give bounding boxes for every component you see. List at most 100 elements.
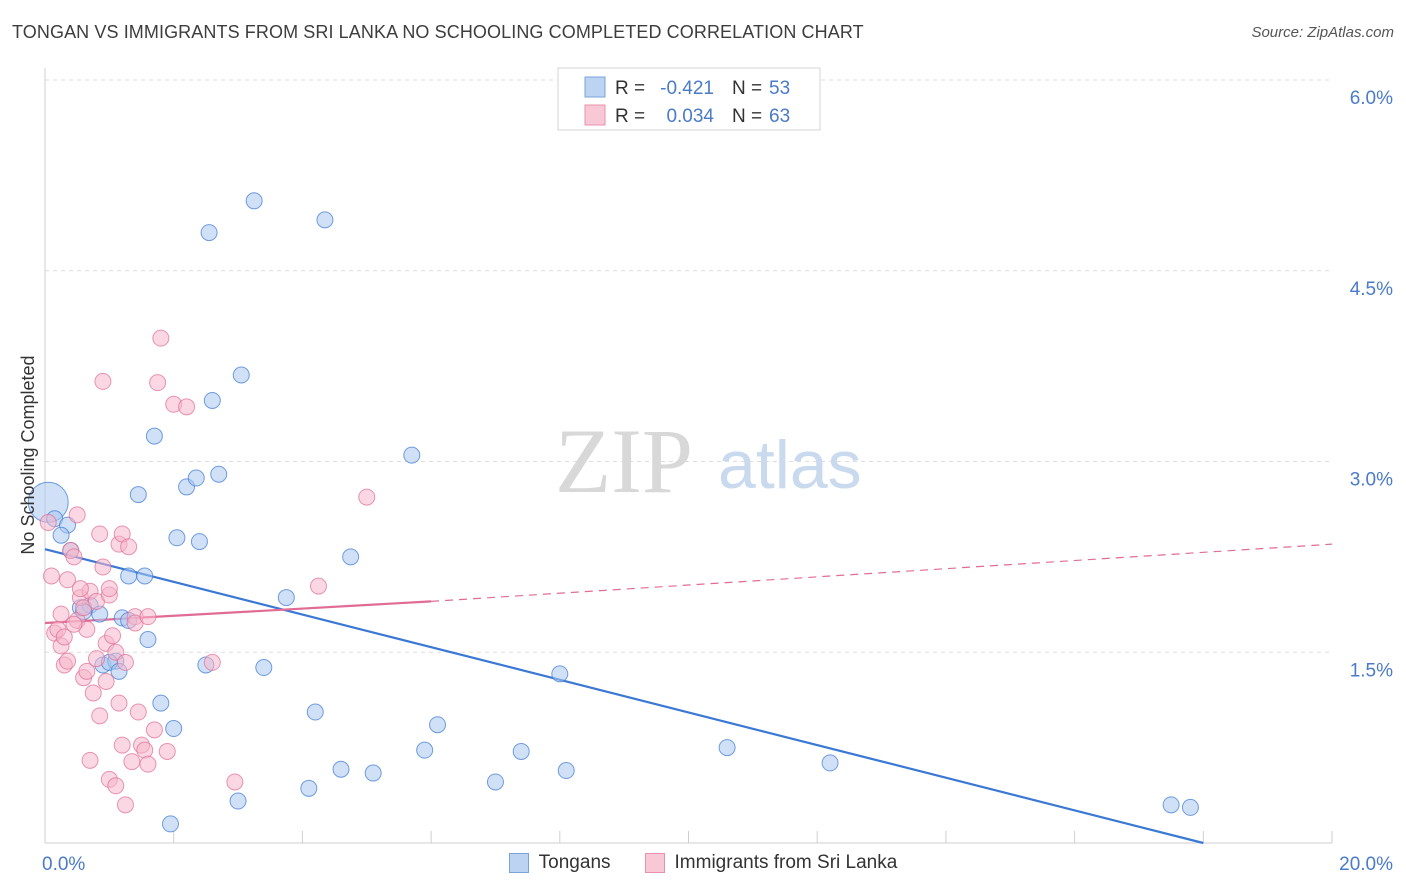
legend-label-tongans: Tongans	[538, 852, 611, 873]
x-tick-label-max: 20.0%	[1339, 854, 1393, 875]
tongan-point-28	[210, 465, 228, 483]
tongan-point-40	[364, 764, 382, 782]
tongan-point-42	[416, 741, 434, 759]
chart-title: TONGAN VS IMMIGRANTS FROM SRI LANKA NO S…	[12, 22, 864, 42]
sri-lanka-point-0	[39, 514, 57, 532]
sri-lanka-point-37	[120, 538, 138, 556]
legend-swatch-tongans	[508, 853, 529, 873]
tongan-point-35	[300, 779, 318, 797]
sri-lanka-point-4	[52, 605, 70, 623]
y-axis-label: No Schooling Completed	[18, 355, 38, 554]
tongan-point-24	[187, 469, 205, 487]
sri-lanka-point-51	[178, 398, 196, 416]
tongan-point-15	[136, 567, 154, 585]
sri-lanka-point-49	[158, 742, 176, 760]
sri-lanka-point-52	[203, 653, 221, 671]
trend-line-0	[44, 548, 1204, 845]
sri-lanka-point-62	[65, 615, 83, 633]
sri-lanka-point-17	[81, 751, 99, 769]
sri-lanka-point-8	[59, 571, 77, 589]
sri-lanka-point-59	[87, 650, 105, 668]
watermark-atlas: atlas	[718, 427, 862, 503]
tongan-point-31	[245, 192, 263, 210]
tongan-point-41	[403, 446, 421, 464]
y-tick-label-1: 3.0%	[1350, 470, 1393, 491]
legend-item-sri-lanka: Immigrants from Sri Lanka	[644, 852, 898, 874]
watermark-zip: ZIP	[555, 410, 693, 512]
sri-lanka-point-26	[97, 672, 115, 690]
sri-lanka-point-10	[65, 548, 83, 566]
trend-line-1	[44, 600, 432, 625]
y-tick-label-0: 1.5%	[1350, 660, 1393, 681]
stats-n-label-0: N =	[732, 78, 762, 99]
tongan-point-30	[229, 792, 247, 810]
tongan-point-49	[821, 754, 839, 772]
tongan-point-14	[120, 567, 138, 585]
sri-lanka-point-45	[139, 608, 157, 626]
stats-n-value-1: 63	[769, 106, 790, 127]
series-legend: Tongans Immigrants from Sri Lanka	[0, 852, 1406, 874]
sri-lanka-point-21	[91, 525, 109, 543]
tongan-point-20	[129, 486, 147, 504]
sri-lanka-point-55	[358, 488, 376, 506]
tongan-point-46	[551, 665, 569, 683]
sri-lanka-point-35	[116, 653, 134, 671]
sri-lanka-point-61	[110, 694, 128, 712]
tongan-point-22	[168, 529, 186, 547]
sri-lanka-point-47	[149, 374, 167, 392]
sri-lanka-point-29	[104, 627, 122, 645]
stats-n-value-0: 53	[769, 78, 790, 99]
legend-item-tongans: Tongans	[508, 852, 611, 874]
axes-layer	[44, 68, 1333, 844]
sri-lanka-point-12	[68, 506, 86, 524]
sri-lanka-point-46	[145, 721, 163, 739]
tongan-point-21	[145, 427, 163, 445]
tongan-point-16	[139, 631, 157, 649]
trend-line-2	[431, 543, 1333, 602]
sri-lanka-point-1	[42, 567, 60, 585]
sri-lanka-point-23	[94, 558, 112, 576]
sri-lanka-point-19	[84, 684, 102, 702]
legend-label-sri-lanka: Immigrants from Sri Lanka	[674, 852, 898, 873]
stats-r-value-0: -0.421	[660, 78, 714, 99]
sri-lanka-point-7	[59, 652, 77, 670]
watermark: ZIP atlas	[555, 410, 862, 512]
sri-lanka-point-57	[71, 580, 89, 598]
sri-lanka-point-38	[123, 753, 141, 771]
legend-swatch-sri-lanka	[644, 853, 665, 873]
tongan-point-19	[165, 720, 183, 738]
tongan-point-51	[1181, 798, 1199, 816]
tongan-point-32	[232, 366, 250, 384]
x-tick-label-min: 0.0%	[42, 854, 85, 875]
sri-lanka-point-36	[116, 796, 134, 814]
sri-lanka-point-43	[136, 741, 154, 759]
tongan-point-43	[429, 716, 447, 734]
tongan-point-38	[332, 760, 350, 778]
tongan-point-18	[161, 815, 179, 833]
stats-r-label-0: R =	[615, 78, 645, 99]
tongan-point-44	[486, 773, 504, 791]
tongan-point-45	[512, 742, 530, 760]
stats-r-value-1: 0.034	[666, 106, 714, 127]
tongan-point-25	[190, 533, 208, 551]
tongan-point-34	[277, 589, 295, 607]
tongan-point-47	[557, 762, 575, 780]
tongan-point-50	[1162, 796, 1180, 814]
sri-lanka-point-54	[309, 577, 327, 595]
stats-legend: R = -0.421 N = 53 R = 0.034 N = 63	[557, 67, 821, 131]
stats-swatch-0	[584, 76, 606, 98]
tongan-point-48	[718, 739, 736, 757]
y-tick-label-2: 4.5%	[1350, 279, 1393, 300]
sri-lanka-point-44	[139, 755, 157, 773]
tick-labels: 1.5% 3.0% 4.5% 6.0% 0.0% 20.0% No Schooling Co…	[18, 88, 1393, 875]
sri-lanka-point-30	[107, 777, 125, 795]
sri-lanka-point-48	[152, 329, 170, 347]
tongan-point-37	[316, 211, 334, 229]
tongan-point-3	[52, 526, 70, 544]
sri-lanka-point-41	[129, 703, 147, 721]
sri-lanka-point-22	[91, 707, 109, 725]
tongan-point-17	[152, 694, 170, 712]
stats-r-label-1: R =	[615, 106, 645, 127]
stats-swatch-1	[584, 104, 606, 126]
sri-lanka-point-60	[100, 580, 118, 598]
